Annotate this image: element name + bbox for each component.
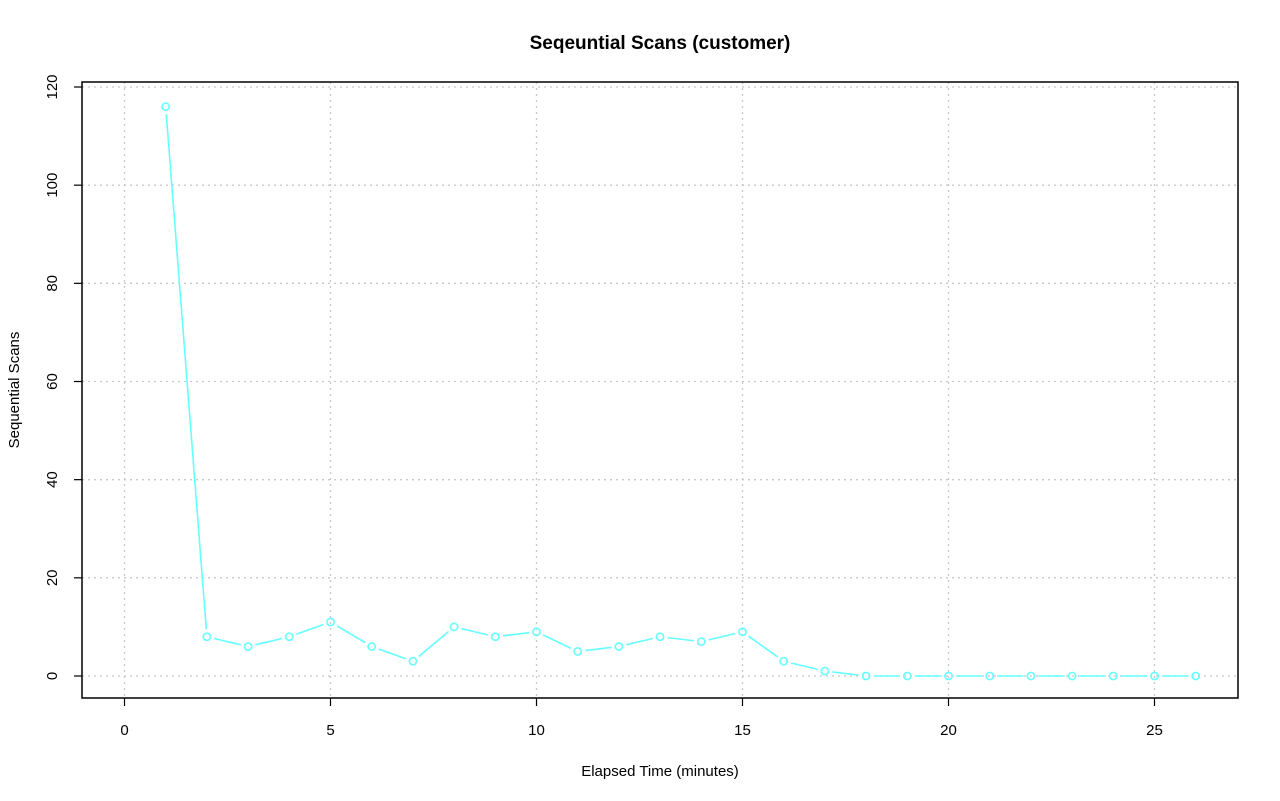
series-line-segment [255,637,283,646]
x-axis-title: Elapsed Time (minutes) [581,763,739,780]
data-point [861,671,871,681]
data-point [490,632,500,642]
y-tick-label: 60 [44,373,61,390]
series-line-segment [378,648,407,660]
data-point [614,642,624,651]
x-tick-label: 0 [120,722,128,739]
data-point [696,637,706,647]
series-line-segment [626,637,653,646]
data-point [985,671,995,681]
series-line-segment [667,636,694,642]
y-axis-title: Sequential Scans [6,332,23,449]
data-point [944,671,953,681]
data-point [655,632,665,642]
data-point [367,642,377,651]
data-point [902,671,912,681]
data-point [820,666,830,676]
y-tick-label: 120 [44,74,61,99]
data-point [1191,671,1201,681]
series-line-segment [461,627,489,636]
chart-title: Seqeuntial Scans (customer) [530,33,791,54]
data-point [243,642,253,651]
series-line-segment [708,632,736,641]
series-line-segment [418,631,449,658]
series-line-segment [165,114,208,630]
data-point [161,102,171,112]
data-point [1108,671,1118,681]
x-tick-label: 25 [1146,722,1163,739]
data-point [573,647,583,656]
data-point [1026,671,1036,681]
x-tick-label: 15 [734,722,751,739]
series-line-segment [585,646,612,652]
y-tick-label: 80 [44,275,61,292]
series-line-segment [214,637,241,646]
plot-frame [81,81,1239,699]
y-axis: 0 20 40 60 80 100 120 [44,74,82,680]
data-point [738,627,747,637]
series-line-segment [832,671,859,676]
data-series [161,102,1201,681]
y-tick-label: 0 [44,672,61,680]
series-line-segment [748,635,779,658]
data-point [284,632,294,642]
data-point [449,622,459,632]
data-point [779,656,789,666]
series-line-segment [790,662,818,671]
x-tick-label: 10 [528,722,545,739]
data-point [202,632,212,642]
series-line-segment [542,634,572,649]
x-tick-label: 20 [940,722,957,739]
x-tick-label: 5 [326,722,334,739]
x-axis: 0 5 10 15 20 25 [120,698,1163,739]
grid-lines [82,82,1238,698]
data-point [326,617,335,627]
series-line-segment [336,625,366,644]
series-line-segment [296,623,324,635]
y-tick-label: 40 [44,471,61,488]
data-point [1067,671,1077,681]
data-point [1150,671,1159,681]
data-point [532,627,541,637]
data-point [408,656,418,666]
y-tick-label: 20 [44,569,61,586]
y-tick-label: 100 [44,173,61,198]
series-line-segment [502,631,530,637]
